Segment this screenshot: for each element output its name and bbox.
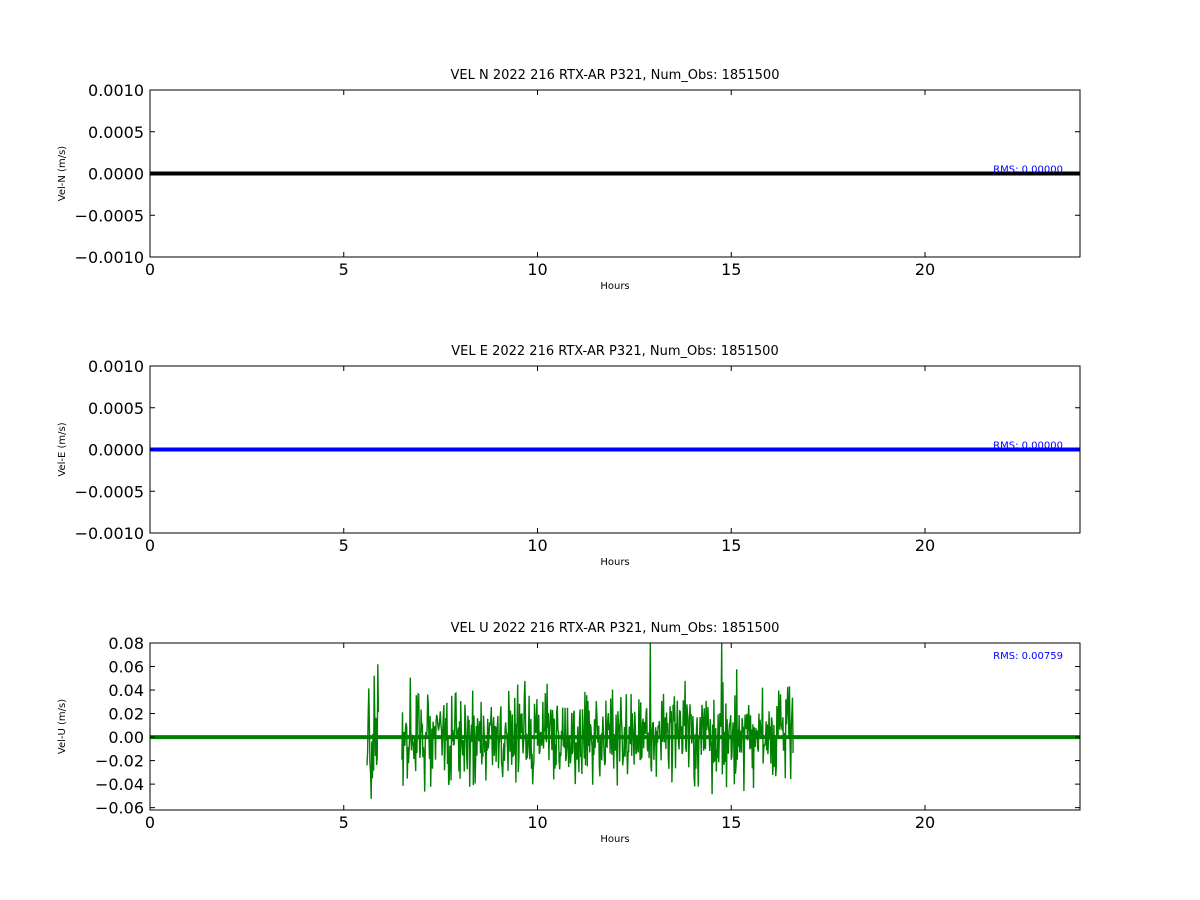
vel-u-ytick-label: 0.04	[108, 681, 144, 700]
vel-u-series-noise-0	[366, 664, 380, 799]
vel-u-xtick-label: 10	[527, 813, 547, 832]
vel-n-ytick-label: 0.0005	[88, 123, 144, 142]
vel-n-xtick-label: 15	[721, 260, 741, 279]
vel-u-ytick-label: −0.06	[95, 799, 144, 818]
vel-n-rms-annotation: RMS: 0.00000	[993, 165, 1063, 176]
vel-n-ytick-label: −0.0005	[75, 206, 144, 225]
vel-e-xtick-label: 5	[339, 536, 349, 555]
vel-n-xlabel: Hours	[600, 281, 629, 292]
vel-e-ytick-label: 0.0005	[88, 399, 144, 418]
vel-n-title: VEL N 2022 216 RTX-AR P321, Num_Obs: 185…	[451, 68, 780, 83]
vel-u-xtick-label: 20	[915, 813, 935, 832]
vel-u-ytick-label: −0.02	[95, 752, 144, 771]
vel-e-ytick-label: −0.0010	[75, 524, 144, 543]
vel-u-ytick-label: 0.08	[108, 634, 144, 653]
vel-e-xlabel: Hours	[600, 557, 629, 568]
vel-n-ytick-label: 0.0010	[88, 81, 144, 100]
vel-e-ytick-label: 0.0010	[88, 357, 144, 376]
vel-u-ytick-label: 0.06	[108, 658, 144, 677]
vel-n-xtick-label: 5	[339, 260, 349, 279]
vel-n-xtick-label: 0	[145, 260, 155, 279]
vel-u-xlabel: Hours	[600, 834, 629, 845]
vel-n-ytick-label: −0.0010	[75, 248, 144, 267]
vel-e-xtick-label: 15	[721, 536, 741, 555]
vel-n-ylabel: Vel-N (m/s)	[57, 146, 68, 201]
vel-e-ytick-label: −0.0005	[75, 482, 144, 501]
vel-u-ytick-label: 0.00	[108, 728, 144, 747]
vel-n-ytick-label: 0.0000	[88, 165, 144, 184]
vel-u-xtick-label: 15	[721, 813, 741, 832]
vel-e-panel: VEL E 2022 216 RTX-AR P321, Num_Obs: 185…	[57, 344, 1081, 568]
vel-u-xtick-label: 0	[145, 813, 155, 832]
vel-u-series-noise-1	[401, 643, 794, 795]
vel-u-title: VEL U 2022 216 RTX-AR P321, Num_Obs: 185…	[451, 621, 780, 636]
vel-e-xtick-label: 0	[145, 536, 155, 555]
vel-u-rms-annotation: RMS: 0.00759	[993, 651, 1063, 662]
vel-e-xtick-label: 10	[527, 536, 547, 555]
vel-e-rms-annotation: RMS: 0.00000	[993, 441, 1063, 452]
vel-u-axes-frame	[149, 642, 1081, 811]
vel-e-xtick-label: 20	[915, 536, 935, 555]
vel-n-xtick-label: 20	[915, 260, 935, 279]
vel-u-ylabel: Vel-U (m/s)	[57, 699, 68, 754]
vel-e-title: VEL E 2022 216 RTX-AR P321, Num_Obs: 185…	[451, 344, 778, 359]
vel-u-panel: VEL U 2022 216 RTX-AR P321, Num_Obs: 185…	[57, 621, 1081, 845]
vel-e-ytick-label: 0.0000	[88, 441, 144, 460]
vel-n-xtick-label: 10	[527, 260, 547, 279]
vel-n-panel: VEL N 2022 216 RTX-AR P321, Num_Obs: 185…	[57, 68, 1081, 292]
vel-u-xtick-label: 5	[339, 813, 349, 832]
vel-u-ytick-label: −0.04	[95, 775, 144, 794]
vel-e-ylabel: Vel-E (m/s)	[57, 422, 68, 476]
vel-u-ytick-label: 0.02	[108, 705, 144, 724]
